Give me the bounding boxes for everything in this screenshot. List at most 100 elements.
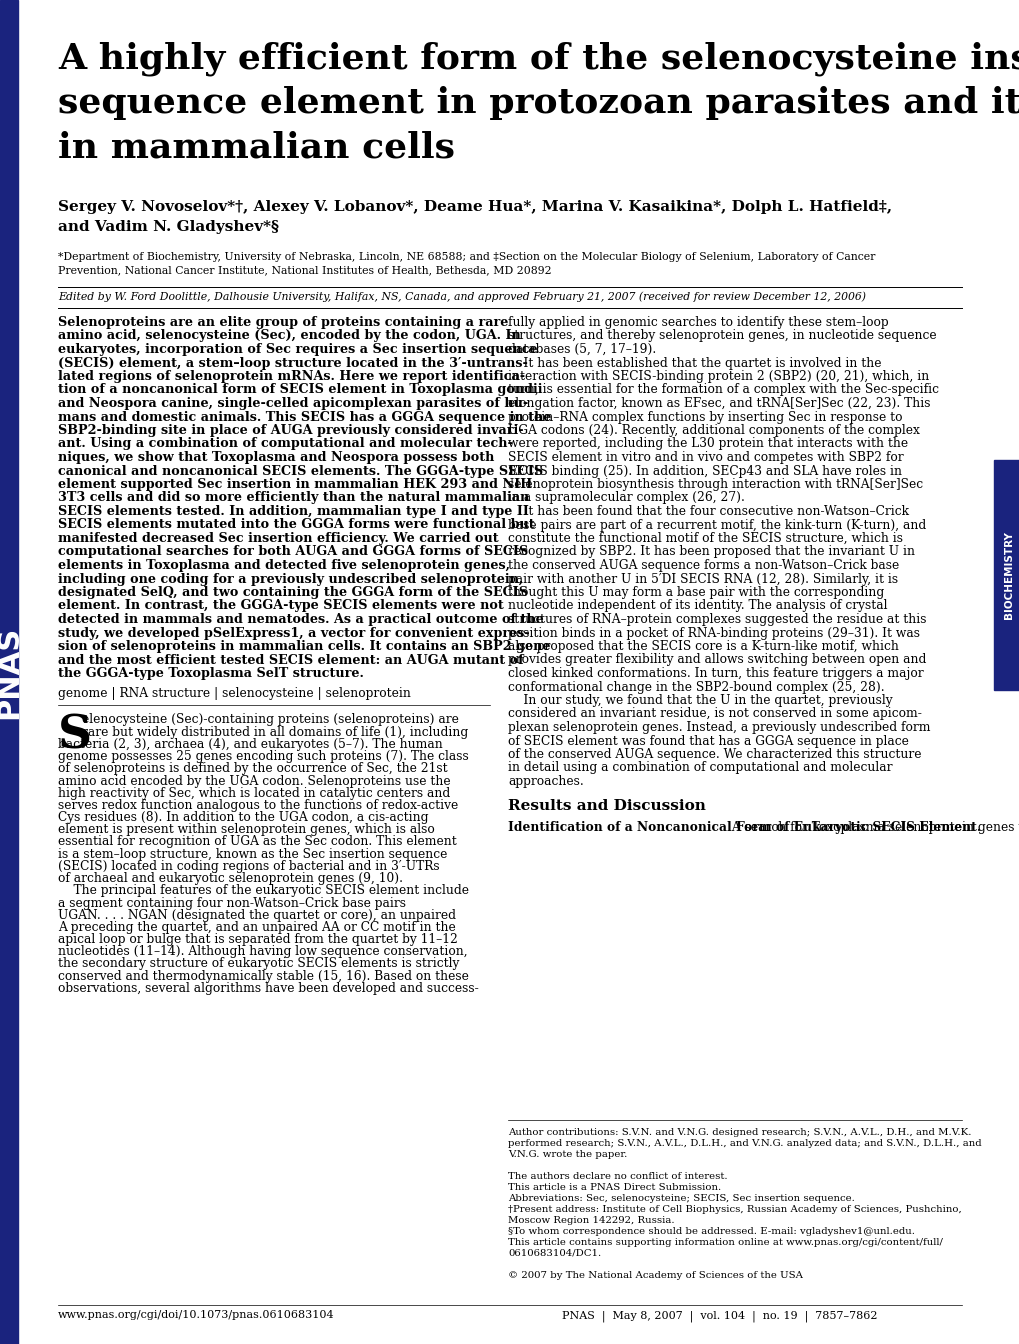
Text: essential for recognition of UGA as the Sec codon. This element: essential for recognition of UGA as the …	[58, 836, 457, 848]
Text: (SECIS) located in coding regions of bacterial and in 3′-UTRs: (SECIS) located in coding regions of bac…	[58, 860, 439, 872]
Text: manifested decreased Sec insertion efficiency. We carried out: manifested decreased Sec insertion effic…	[58, 532, 498, 546]
Text: This article contains supporting information online at www.pnas.org/cgi/content/: This article contains supporting informa…	[507, 1238, 942, 1247]
Text: structures, and thereby selenoprotein genes, in nucleotide sequence: structures, and thereby selenoprotein ge…	[507, 329, 935, 343]
Text: amino acid encoded by the UGA codon. Selenoproteins use the: amino acid encoded by the UGA codon. Sel…	[58, 774, 450, 788]
Text: were reported, including the L30 protein that interacts with the: were reported, including the L30 protein…	[507, 438, 907, 450]
Text: A preceding the quartet, and an unpaired AA or CC motif in the: A preceding the quartet, and an unpaired…	[58, 921, 455, 934]
Text: Moscow Region 142292, Russia.: Moscow Region 142292, Russia.	[507, 1216, 674, 1224]
Text: UGA codons (24). Recently, additional components of the complex: UGA codons (24). Recently, additional co…	[507, 423, 919, 437]
Text: computational searches for both AUGA and GGGA forms of SECIS: computational searches for both AUGA and…	[58, 546, 528, 559]
Text: genome possesses 25 genes encoding such proteins (7). The class: genome possesses 25 genes encoding such …	[58, 750, 469, 763]
Text: closed kinked conformations. In turn, this feature triggers a major: closed kinked conformations. In turn, th…	[507, 667, 923, 680]
Text: including one coding for a previously undescribed selenoprotein,: including one coding for a previously un…	[58, 573, 523, 586]
Text: UGAN. . . . NGAN (designated the quartet or core), an unpaired: UGAN. . . . NGAN (designated the quartet…	[58, 909, 455, 922]
Text: element is present within selenoprotein genes, which is also: element is present within selenoprotein …	[58, 824, 434, 836]
Text: sion of selenoproteins in mammalian cells. It contains an SBP2 gene: sion of selenoproteins in mammalian cell…	[58, 640, 550, 653]
Text: It has been established that the quartet is involved in the: It has been established that the quartet…	[507, 356, 880, 370]
Text: elenocysteine (Sec)-containing proteins (selenoproteins) are: elenocysteine (Sec)-containing proteins …	[82, 714, 459, 727]
Text: position binds in a pocket of RNA-binding proteins (29–31). It was: position binds in a pocket of RNA-bindin…	[507, 626, 919, 640]
Text: element. In contrast, the GGGA-type SECIS elements were not: element. In contrast, the GGGA-type SECI…	[58, 599, 503, 613]
Text: elements in Toxoplasma and detected five selenoprotein genes,: elements in Toxoplasma and detected five…	[58, 559, 510, 573]
Text: © 2007 by The National Academy of Sciences of the USA: © 2007 by The National Academy of Scienc…	[507, 1271, 802, 1279]
Text: The principal features of the eukaryotic SECIS element include: The principal features of the eukaryotic…	[58, 884, 469, 898]
Text: A highly efficient form of the selenocysteine insertion: A highly efficient form of the selenocys…	[58, 42, 1019, 77]
Text: conformational change in the SBP2-bound complex (25, 28).: conformational change in the SBP2-bound …	[507, 680, 883, 694]
Text: †Present address: Institute of Cell Biophysics, Russian Academy of Sciences, Pus: †Present address: Institute of Cell Biop…	[507, 1206, 961, 1214]
Text: provides greater flexibility and allows switching between open and: provides greater flexibility and allows …	[507, 653, 925, 667]
Text: 3T3 cells and did so more efficiently than the natural mammalian: 3T3 cells and did so more efficiently th…	[58, 492, 529, 504]
Text: rare but widely distributed in all domains of life (1), including: rare but widely distributed in all domai…	[82, 726, 468, 739]
Text: www.pnas.org/cgi/doi/10.1073/pnas.0610683104: www.pnas.org/cgi/doi/10.1073/pnas.061068…	[58, 1310, 334, 1320]
Text: thought this U may form a base pair with the corresponding: thought this U may form a base pair with…	[507, 586, 883, 599]
Text: of selenoproteins is defined by the occurrence of Sec, the 21st: of selenoproteins is defined by the occu…	[58, 762, 447, 775]
Text: (SECIS) element, a stem–loop structure located in the 3′-untrans-: (SECIS) element, a stem–loop structure l…	[58, 356, 528, 370]
Text: lated regions of selenoprotein mRNAs. Here we report identifica-: lated regions of selenoprotein mRNAs. He…	[58, 370, 525, 383]
Text: mans and domestic animals. This SECIS has a GGGA sequence in the: mans and domestic animals. This SECIS ha…	[58, 410, 551, 423]
Text: Selenoproteins are an elite group of proteins containing a rare: Selenoproteins are an elite group of pro…	[58, 316, 507, 329]
Text: nucleotide independent of its identity. The analysis of crystal: nucleotide independent of its identity. …	[507, 599, 887, 613]
Text: designated SelQ, and two containing the GGGA form of the SECIS: designated SelQ, and two containing the …	[58, 586, 528, 599]
Text: recognized by SBP2. It has been proposed that the invariant U in: recognized by SBP2. It has been proposed…	[507, 546, 914, 559]
Text: selenoprotein biosynthesis through interaction with tRNA[Ser]Sec: selenoprotein biosynthesis through inter…	[507, 478, 922, 491]
Text: serves redox function analogous to the functions of redox-active: serves redox function analogous to the f…	[58, 798, 458, 812]
Text: and the most efficient tested SECIS element: an AUGA mutant of: and the most efficient tested SECIS elem…	[58, 653, 523, 667]
Text: elongation factor, known as EFsec, and tRNA[Ser]Sec (22, 23). This: elongation factor, known as EFsec, and t…	[507, 396, 929, 410]
Text: of the conserved AUGA sequence. We characterized this structure: of the conserved AUGA sequence. We chara…	[507, 749, 920, 761]
Text: constitute the functional motif of the SECIS structure, which is: constitute the functional motif of the S…	[507, 532, 902, 546]
Text: the GGGA-type Toxoplasma SelT structure.: the GGGA-type Toxoplasma SelT structure.	[58, 667, 364, 680]
Text: genome | RNA structure | selenocysteine | selenoprotein: genome | RNA structure | selenocysteine …	[58, 687, 411, 699]
Text: PNAS: PNAS	[0, 625, 23, 719]
Text: Edited by W. Ford Doolittle, Dalhousie University, Halifax, NS, Canada, and appr: Edited by W. Ford Doolittle, Dalhousie U…	[58, 292, 865, 301]
Text: A search for Toxoplasma selenoprotein genes was carried out by: A search for Toxoplasma selenoprotein ge…	[728, 820, 1019, 833]
Text: ant. Using a combination of computational and molecular tech-: ant. Using a combination of computationa…	[58, 438, 513, 450]
Text: approaches.: approaches.	[507, 775, 583, 788]
Text: Identification of a Noncanonical Form of Eukaryotic SECIS Element.: Identification of a Noncanonical Form of…	[507, 820, 980, 833]
Text: nucleotides (11–14). Although having low sequence conservation,: nucleotides (11–14). Although having low…	[58, 945, 467, 958]
Text: Cys residues (8). In addition to the UGA codon, a cis-acting: Cys residues (8). In addition to the UGA…	[58, 810, 428, 824]
Text: amino acid, selenocysteine (Sec), encoded by the codon, UGA. In: amino acid, selenocysteine (Sec), encode…	[58, 329, 521, 343]
Text: performed research; S.V.N., A.V.L., D.L.H., and V.N.G. analyzed data; and S.V.N.: performed research; S.V.N., A.V.L., D.L.…	[507, 1138, 980, 1148]
Text: structures of RNA–protein complexes suggested the residue at this: structures of RNA–protein complexes sugg…	[507, 613, 925, 626]
Text: and Vadim N. Gladyshev*§: and Vadim N. Gladyshev*§	[58, 220, 279, 234]
Text: Sergey V. Novoselov*†, Alexey V. Lobanov*, Deame Hua*, Marina V. Kasaikina*, Dol: Sergey V. Novoselov*†, Alexey V. Lobanov…	[58, 200, 892, 214]
Text: BIOCHEMISTRY: BIOCHEMISTRY	[1003, 531, 1013, 620]
Text: SECIS element in vitro and in vivo and competes with SBP2 for: SECIS element in vitro and in vivo and c…	[507, 452, 903, 464]
Text: detected in mammals and nematodes. As a practical outcome of the: detected in mammals and nematodes. As a …	[58, 613, 543, 626]
Text: PNAS  |  May 8, 2007  |  vol. 104  |  no. 19  |  7857–7862: PNAS | May 8, 2007 | vol. 104 | no. 19 |…	[561, 1310, 877, 1321]
Text: The authors declare no conflict of interest.: The authors declare no conflict of inter…	[507, 1172, 727, 1181]
Text: niques, we show that Toxoplasma and Neospora possess both: niques, we show that Toxoplasma and Neos…	[58, 452, 494, 464]
Text: of archaeal and eukaryotic selenoprotein genes (9, 10).: of archaeal and eukaryotic selenoprotein…	[58, 872, 403, 886]
Text: interaction with SECIS-binding protein 2 (SBP2) (20, 21), which, in: interaction with SECIS-binding protein 2…	[507, 370, 928, 383]
Text: element supported Sec insertion in mammalian HEK 293 and NIH: element supported Sec insertion in mamma…	[58, 478, 532, 491]
Text: pair with another U in 5′DI SECIS RNA (12, 28). Similarly, it is: pair with another U in 5′DI SECIS RNA (1…	[507, 573, 898, 586]
Text: §To whom correspondence should be addressed. E-mail: vgladyshev1@unl.edu.: §To whom correspondence should be addres…	[507, 1227, 914, 1236]
Text: conserved and thermodynamically stable (15, 16). Based on these: conserved and thermodynamically stable (…	[58, 970, 469, 982]
Text: *Department of Biochemistry, University of Nebraska, Lincoln, NE 68588; and ‡Sec: *Department of Biochemistry, University …	[58, 253, 874, 262]
Text: fully applied in genomic searches to identify these stem–loop: fully applied in genomic searches to ide…	[507, 316, 888, 329]
Text: SBP2-binding site in place of AUGA previously considered invari-: SBP2-binding site in place of AUGA previ…	[58, 423, 523, 437]
Text: SECIS elements mutated into the GGGA forms were functional but: SECIS elements mutated into the GGGA for…	[58, 519, 534, 531]
Text: the conserved AUGA sequence forms a non-Watson–Crick base: the conserved AUGA sequence forms a non-…	[507, 559, 899, 573]
Text: Author contributions: S.V.N. and V.N.G. designed research; S.V.N., A.V.L., D.H.,: Author contributions: S.V.N. and V.N.G. …	[507, 1128, 970, 1137]
Text: Results and Discussion: Results and Discussion	[507, 798, 705, 813]
Text: SECIS binding (25). In addition, SECp43 and SLA have roles in: SECIS binding (25). In addition, SECp43 …	[507, 465, 901, 477]
Text: Prevention, National Cancer Institute, National Institutes of Health, Bethesda, : Prevention, National Cancer Institute, N…	[58, 265, 551, 276]
Text: databases (5, 7, 17–19).: databases (5, 7, 17–19).	[507, 343, 655, 356]
Text: observations, several algorithms have been developed and success-: observations, several algorithms have be…	[58, 982, 478, 995]
Text: base pairs are part of a recurrent motif, the kink-turn (K-turn), and: base pairs are part of a recurrent motif…	[507, 519, 925, 531]
Text: V.N.G. wrote the paper.: V.N.G. wrote the paper.	[507, 1150, 627, 1159]
Bar	[0, 0, 18, 1344]
Text: and Neospora canine, single-celled apicomplexan parasites of hu-: and Neospora canine, single-celled apico…	[58, 396, 528, 410]
Text: is a stem–loop structure, known as the Sec insertion sequence: is a stem–loop structure, known as the S…	[58, 848, 447, 860]
Text: In our study, we found that the U in the quartet, previously: In our study, we found that the U in the…	[507, 694, 892, 707]
Text: protein–RNA complex functions by inserting Sec in response to: protein–RNA complex functions by inserti…	[507, 410, 902, 423]
Text: apical loop or bulge that is separated from the quartet by 11–12: apical loop or bulge that is separated f…	[58, 933, 458, 946]
Text: eukaryotes, incorporation of Sec requires a Sec insertion sequence: eukaryotes, incorporation of Sec require…	[58, 343, 537, 356]
Text: study, we developed pSelExpress1, a vector for convenient expres-: study, we developed pSelExpress1, a vect…	[58, 626, 529, 640]
Text: This article is a PNAS Direct Submission.: This article is a PNAS Direct Submission…	[507, 1183, 720, 1192]
Text: of SECIS element was found that has a GGGA sequence in place: of SECIS element was found that has a GG…	[507, 735, 908, 747]
Bar	[994, 460, 1019, 689]
Text: in a supramolecular complex (26, 27).: in a supramolecular complex (26, 27).	[507, 492, 744, 504]
Text: considered an invariant residue, is not conserved in some apicom-: considered an invariant residue, is not …	[507, 707, 921, 720]
Text: tion of a noncanonical form of SECIS element in Toxoplasma gondii: tion of a noncanonical form of SECIS ele…	[58, 383, 542, 396]
